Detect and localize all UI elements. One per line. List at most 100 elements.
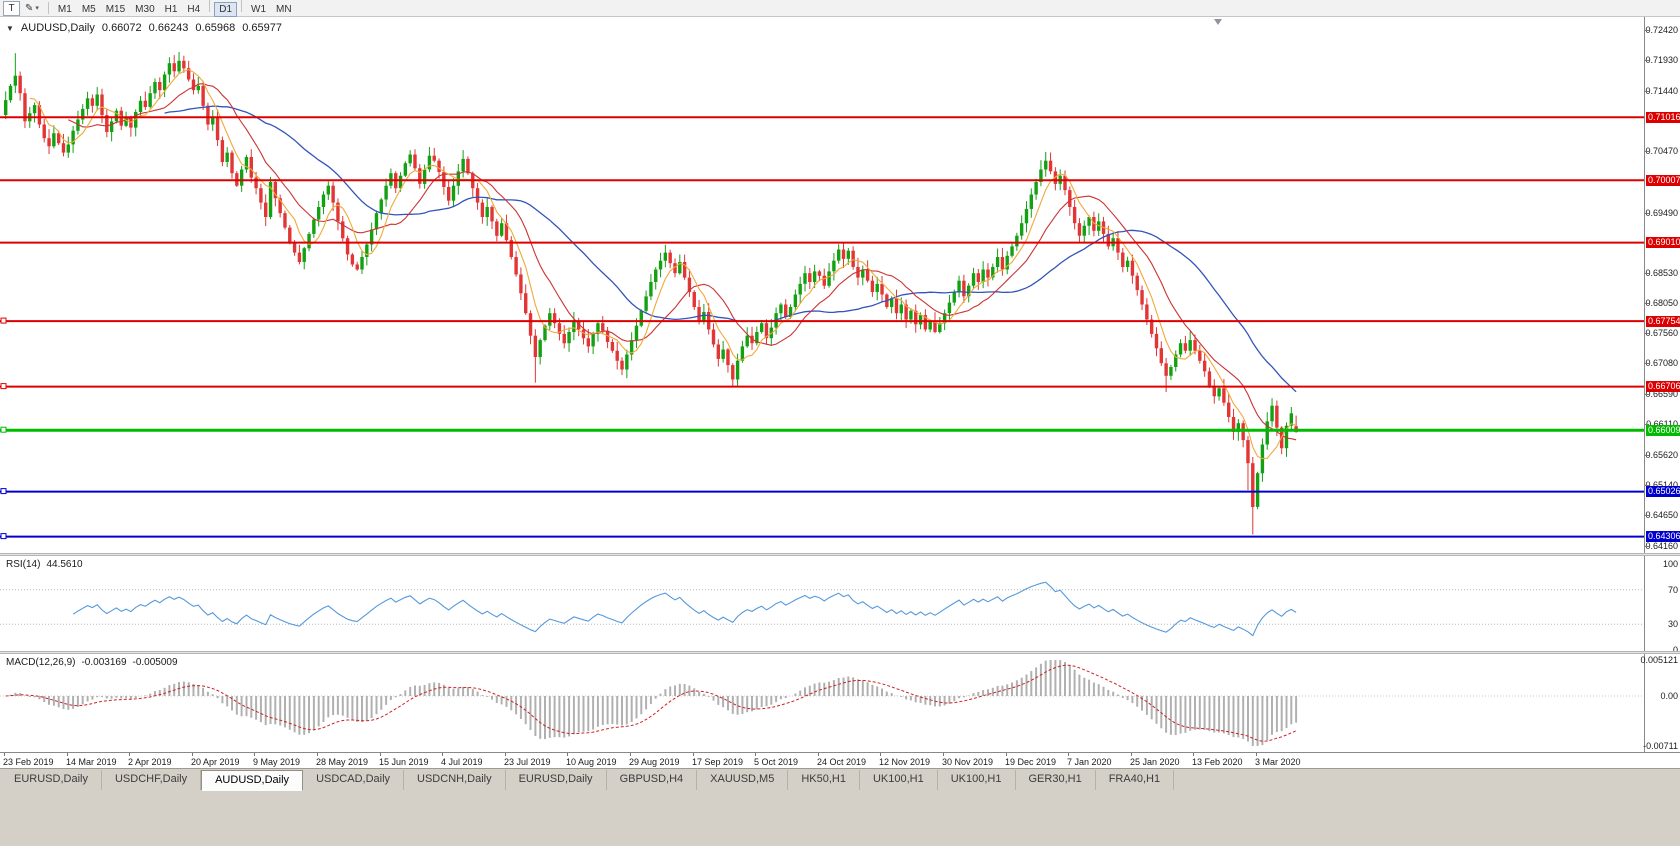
rsi-plot[interactable] xyxy=(0,556,1644,651)
date-tickmark xyxy=(442,753,443,756)
chart-tab-10-uk100-h1[interactable]: UK100,H1 xyxy=(938,770,1016,790)
date-tickmark xyxy=(818,753,819,756)
chart-area[interactable]: 0.71016 0.70007 0.69010 0.67754 0.66706 0.660… xyxy=(0,17,1680,768)
price-tickmark xyxy=(1645,60,1649,62)
chart-tab-0-eurusd-daily[interactable]: EURUSD,Daily xyxy=(1,770,102,790)
chart-tab-9-uk100-h1[interactable]: UK100,H1 xyxy=(860,770,938,790)
rsi-tick-0: 0 xyxy=(1672,645,1678,655)
price-tickmark xyxy=(1645,333,1649,335)
date-tick-20-apr-2019: 20 Apr 2019 xyxy=(191,757,240,767)
date-tick-5-oct-2019: 5 Oct 2019 xyxy=(754,757,799,767)
time-axis[interactable]: 23 Feb 2019 14 Mar 2019 2 Apr 2019 20 Apr 2… xyxy=(0,752,1680,768)
chart-tab-12-fra40-h1[interactable]: FRA40,H1 xyxy=(1096,770,1175,790)
date-tickmark xyxy=(129,753,130,756)
timeframe-button-mn[interactable]: MN xyxy=(276,4,292,15)
hline-handle-0.64306[interactable] xyxy=(0,533,7,540)
date-tick-3-mar-2020: 3 Mar 2020 xyxy=(1255,757,1301,767)
hline-handle-0.66706[interactable] xyxy=(0,383,7,390)
chart-tab-1-usdchf-daily[interactable]: USDCHF,Daily xyxy=(102,770,202,790)
price-tickmark xyxy=(1645,272,1649,274)
rsi-line xyxy=(72,581,1297,637)
chart-tab-3-usdcad-daily[interactable]: USDCAD,Daily xyxy=(303,770,405,790)
price-line-label-0.64306: 0.64306 xyxy=(1646,531,1680,543)
chart-tab-8-hk50-h1[interactable]: HK50,H1 xyxy=(788,770,860,790)
timeframe-button-m1[interactable]: M1 xyxy=(57,4,72,15)
chart-title: ▼ AUDUSD,Daily 0.66072 0.66243 0.65968 0… xyxy=(6,22,289,34)
price-axis[interactable]: 0.71016 0.70007 0.69010 0.67754 0.66706 0.660… xyxy=(1640,17,1680,752)
date-tick-28-may-2019: 28 May 2019 xyxy=(316,757,369,767)
date-tickmark xyxy=(67,753,68,756)
chart-tab-5-eurusd-daily[interactable]: EURUSD,Daily xyxy=(506,770,607,790)
macd-main-value: -0.003169 xyxy=(81,657,127,668)
price-tickmark xyxy=(1645,90,1649,92)
pane-separator-macd[interactable] xyxy=(0,651,1680,654)
pane-separator-rsi[interactable] xyxy=(0,553,1680,556)
price-tickmark xyxy=(1645,515,1649,517)
price-tickmark xyxy=(1645,545,1649,547)
price-tickmark xyxy=(1645,212,1649,214)
date-tickmark xyxy=(1193,753,1194,756)
date-tickmark xyxy=(755,753,756,756)
hline-handle-0.67754[interactable] xyxy=(0,317,7,324)
timeframe-button-h4[interactable]: H4 xyxy=(187,4,201,15)
date-tickmark xyxy=(1068,753,1069,756)
date-tick-14-mar-2019: 14 Mar 2019 xyxy=(66,757,117,767)
chart-collapse-icon[interactable]: ▼ xyxy=(6,23,14,33)
price-tickmark xyxy=(1645,302,1649,304)
date-tickmark xyxy=(254,753,255,756)
macd-tick-0.005121: 0.005121 xyxy=(1640,655,1678,665)
rsi-tick-100: 100 xyxy=(1662,559,1678,569)
draw-tool-button[interactable]: ✎ ▾ xyxy=(20,1,44,16)
timeframe-button-m5[interactable]: M5 xyxy=(81,4,96,15)
price-line-label-0.70007: 0.70007 xyxy=(1646,174,1680,186)
timeframe-button-m30[interactable]: M30 xyxy=(135,4,155,15)
macd-label: MACD(12,26,9) -0.003169 -0.005009 xyxy=(6,657,184,668)
hline-handle-0.66009[interactable] xyxy=(0,426,7,433)
text-tool-button[interactable]: T xyxy=(3,0,20,16)
rsi-name: RSI(14) xyxy=(6,559,41,570)
date-tickmark xyxy=(567,753,568,756)
toolbar-separator xyxy=(241,0,243,12)
date-tickmark xyxy=(880,753,881,756)
chart-tab-7-xauusd-m5[interactable]: XAUUSD,M5 xyxy=(697,770,789,790)
price-line-label-0.69010: 0.69010 xyxy=(1646,237,1680,249)
ma-fast-line xyxy=(29,68,1297,460)
date-tickmark xyxy=(1131,753,1132,756)
hline-handle-0.65026[interactable] xyxy=(0,488,7,495)
chart-symbol-label: AUDUSD,Daily xyxy=(20,22,95,34)
date-tick-7-jan-2020: 7 Jan 2020 xyxy=(1067,757,1112,767)
timeframe-button-group: M1 M5 M15 M30 H1 H4 D1 W1 MN xyxy=(53,0,297,17)
date-tick-17-sep-2019: 17 Sep 2019 xyxy=(692,757,744,767)
ohlc-close: 0.65977 xyxy=(242,22,282,34)
price-tick-0.64650: 0.64650 xyxy=(1645,510,1678,521)
price-line-label-0.66706: 0.66706 xyxy=(1646,381,1680,393)
rsi-value: 44.5610 xyxy=(46,559,83,570)
price-tick-0.67560: 0.67560 xyxy=(1645,328,1678,339)
chart-tab-6-gbpusd-h4[interactable]: GBPUSD,H4 xyxy=(607,770,698,790)
date-tickmark xyxy=(1256,753,1257,756)
price-tick-0.68050: 0.68050 xyxy=(1645,297,1678,308)
date-tick-24-oct-2019: 24 Oct 2019 xyxy=(817,757,867,767)
timeframe-button-h1[interactable]: H1 xyxy=(164,4,178,15)
chart-tab-4-usdcnh-daily[interactable]: USDCNH,Daily xyxy=(404,770,506,790)
toolbar-separator xyxy=(47,2,49,14)
timeframe-button-m15[interactable]: M15 xyxy=(105,4,126,15)
macd-histogram xyxy=(9,660,1298,746)
candles-layer xyxy=(4,52,1298,535)
macd-plot[interactable] xyxy=(0,654,1644,752)
price-tickmark xyxy=(1645,484,1649,486)
timeframe-button-d1[interactable]: D1 xyxy=(214,2,238,17)
toolbar: T ✎ ▾ M1 M5 M15 M30 H1 H4 D1 W1 MN xyxy=(0,0,1680,17)
price-line-label-0.71016: 0.71016 xyxy=(1646,111,1680,123)
chart-tab-11-ger30-h1[interactable]: GER30,H1 xyxy=(1016,770,1096,790)
macd-name: MACD(12,26,9) xyxy=(6,657,76,668)
chart-tab-2-audusd-daily[interactable]: AUDUSD,Daily xyxy=(201,770,304,791)
timeframe-button-w1[interactable]: W1 xyxy=(251,4,267,15)
price-chart-plot[interactable] xyxy=(0,17,1644,553)
price-tick-0.65140: 0.65140 xyxy=(1645,479,1678,490)
date-tick-29-aug-2019: 29 Aug 2019 xyxy=(629,757,680,767)
price-tick-0.66590: 0.66590 xyxy=(1645,388,1678,399)
ma-slow-line xyxy=(164,105,1297,393)
price-tickmark xyxy=(1645,393,1649,395)
chart-shift-marker-icon[interactable] xyxy=(1214,19,1222,25)
